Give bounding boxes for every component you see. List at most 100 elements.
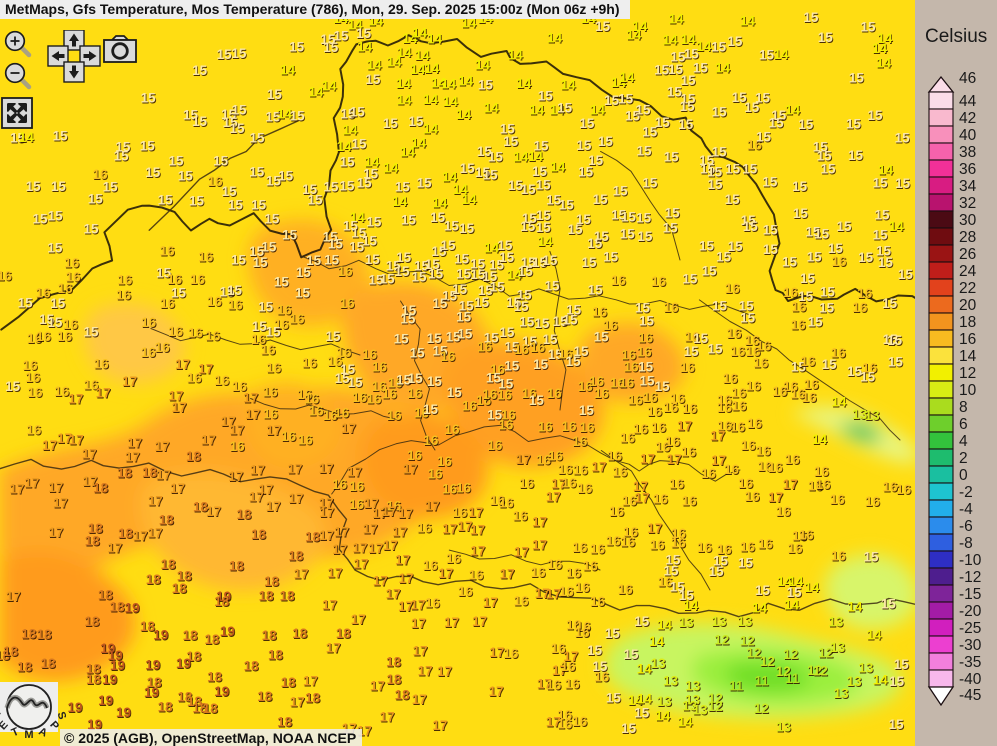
svg-text:-35: -35 <box>959 654 981 671</box>
svg-text:15: 15 <box>521 182 537 197</box>
svg-text:15: 15 <box>800 271 816 286</box>
svg-text:16: 16 <box>783 285 799 300</box>
svg-text:16: 16 <box>865 494 881 509</box>
svg-text:17: 17 <box>351 612 366 627</box>
svg-text:17: 17 <box>437 664 452 679</box>
svg-text:15: 15 <box>178 169 194 184</box>
svg-text:16: 16 <box>816 477 832 492</box>
svg-text:16: 16 <box>477 339 493 354</box>
svg-text:18: 18 <box>183 628 199 643</box>
svg-text:16: 16 <box>575 625 591 640</box>
svg-text:14: 14 <box>785 102 801 117</box>
svg-text:15: 15 <box>588 282 604 297</box>
svg-text:18: 18 <box>118 526 134 541</box>
svg-text:15: 15 <box>26 179 42 194</box>
svg-text:15: 15 <box>534 316 550 331</box>
svg-text:16: 16 <box>497 387 513 402</box>
svg-text:14: 14 <box>550 160 566 175</box>
svg-text:16: 16 <box>575 580 591 595</box>
svg-text:17: 17 <box>514 544 529 559</box>
svg-text:18: 18 <box>41 656 57 671</box>
svg-text:36: 36 <box>959 161 976 178</box>
svg-text:15: 15 <box>323 40 339 55</box>
svg-text:15: 15 <box>533 357 549 372</box>
svg-text:46: 46 <box>959 70 976 87</box>
svg-text:15: 15 <box>168 153 184 168</box>
svg-text:16: 16 <box>546 677 562 692</box>
svg-text:16: 16 <box>444 422 460 437</box>
svg-text:17: 17 <box>250 462 265 477</box>
svg-text:30: 30 <box>959 212 977 229</box>
svg-text:16: 16 <box>366 392 382 407</box>
svg-text:15: 15 <box>447 385 463 400</box>
svg-text:17: 17 <box>266 423 281 438</box>
svg-text:17: 17 <box>319 461 334 476</box>
svg-text:16: 16 <box>487 438 503 453</box>
svg-text:15: 15 <box>618 92 634 107</box>
svg-text:16: 16 <box>638 331 654 346</box>
svg-text:15: 15 <box>408 114 424 129</box>
svg-text:16: 16 <box>519 476 535 491</box>
svg-text:18: 18 <box>93 480 109 495</box>
svg-text:17: 17 <box>127 436 142 451</box>
svg-text:16: 16 <box>338 264 354 279</box>
svg-text:15: 15 <box>380 272 396 287</box>
svg-text:15: 15 <box>576 138 592 153</box>
svg-text:16: 16 <box>740 540 756 555</box>
svg-text:14: 14 <box>678 715 694 730</box>
svg-text:17: 17 <box>294 566 309 581</box>
svg-text:15: 15 <box>636 144 652 159</box>
svg-text:15: 15 <box>744 100 760 115</box>
svg-text:15: 15 <box>88 192 104 207</box>
svg-text:15: 15 <box>249 165 265 180</box>
svg-text:18: 18 <box>117 465 133 480</box>
svg-text:16: 16 <box>565 676 581 691</box>
svg-text:15: 15 <box>595 19 611 34</box>
svg-text:15: 15 <box>192 63 208 78</box>
svg-text:-30: -30 <box>959 637 982 654</box>
svg-text:15: 15 <box>499 250 515 265</box>
svg-text:18: 18 <box>277 714 293 729</box>
svg-text:15: 15 <box>663 564 679 579</box>
svg-text:15: 15 <box>680 99 696 114</box>
svg-text:15: 15 <box>48 209 64 224</box>
svg-text:16: 16 <box>117 273 133 288</box>
svg-text:15: 15 <box>141 91 157 106</box>
svg-text:17: 17 <box>667 452 682 467</box>
svg-text:11: 11 <box>754 674 769 689</box>
svg-text:16: 16 <box>27 385 43 400</box>
svg-text:34: 34 <box>959 178 977 195</box>
svg-text:15: 15 <box>264 212 280 227</box>
svg-text:16: 16 <box>349 497 365 512</box>
svg-text:16: 16 <box>187 370 203 385</box>
svg-text:19: 19 <box>110 658 125 673</box>
svg-text:15: 15 <box>888 354 904 369</box>
svg-text:17: 17 <box>125 450 140 465</box>
svg-text:15: 15 <box>459 221 475 236</box>
svg-text:15: 15 <box>514 299 530 314</box>
svg-text:17: 17 <box>412 692 427 707</box>
svg-text:16: 16 <box>168 324 184 339</box>
svg-text:16: 16 <box>407 386 423 401</box>
svg-text:16: 16 <box>423 558 439 573</box>
svg-text:16: 16 <box>619 375 635 390</box>
svg-text:17: 17 <box>677 419 692 434</box>
svg-text:16: 16 <box>428 467 444 482</box>
svg-text:15: 15 <box>898 267 914 282</box>
svg-text:15: 15 <box>603 250 619 265</box>
svg-text:16: 16 <box>665 434 681 449</box>
svg-text:14: 14 <box>657 617 673 632</box>
svg-text:15: 15 <box>483 168 499 183</box>
svg-text:13: 13 <box>663 674 679 689</box>
svg-text:15: 15 <box>712 298 728 313</box>
svg-text:17: 17 <box>303 673 318 688</box>
svg-text:17: 17 <box>107 540 122 555</box>
svg-text:16: 16 <box>583 558 599 573</box>
svg-text:16: 16 <box>594 386 610 401</box>
svg-text:13: 13 <box>711 614 727 629</box>
svg-text:16: 16 <box>498 418 514 433</box>
svg-text:15: 15 <box>536 220 552 235</box>
svg-text:15: 15 <box>712 105 728 120</box>
svg-text:11: 11 <box>729 678 744 693</box>
svg-text:14: 14 <box>649 634 665 649</box>
